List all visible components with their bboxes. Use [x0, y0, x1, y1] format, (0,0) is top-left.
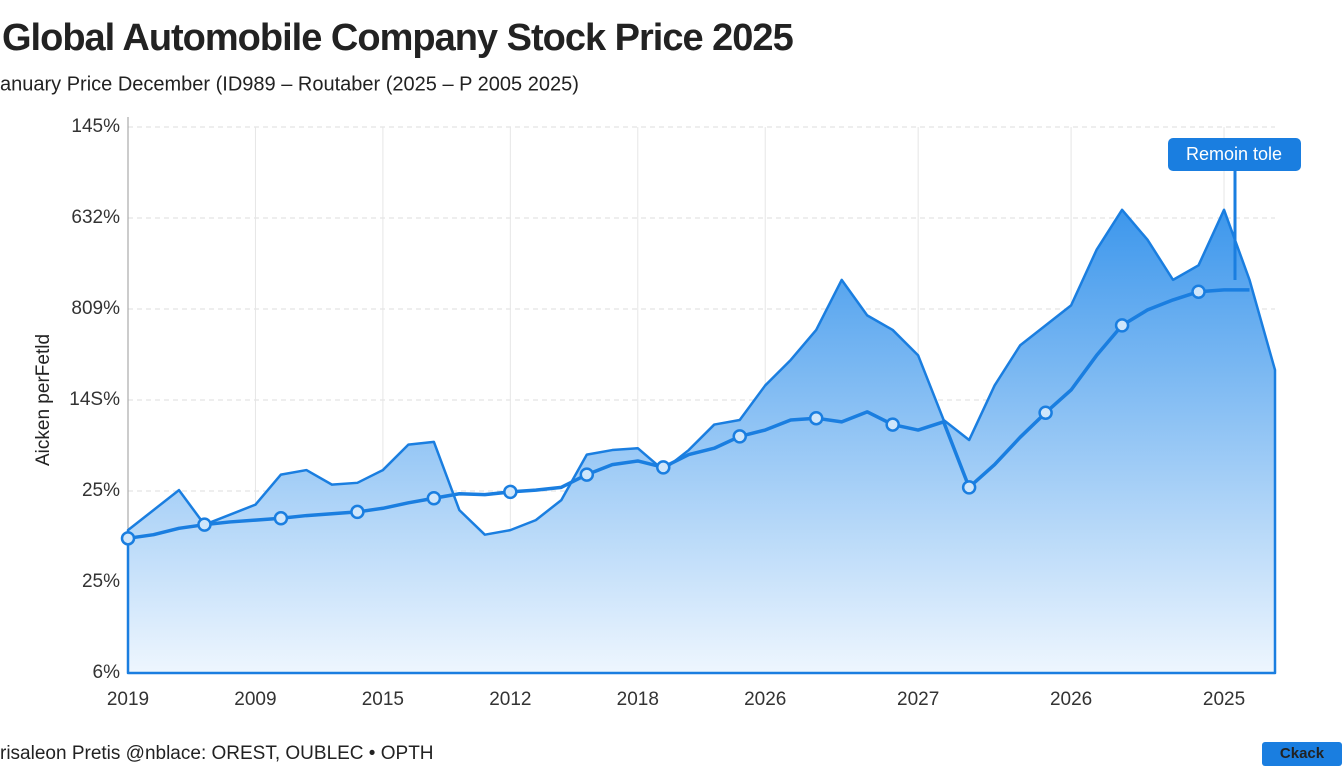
marker — [961, 480, 977, 495]
y-tick-label: 632% — [71, 207, 120, 228]
y-tick-label: 25% — [82, 571, 120, 592]
marker — [350, 504, 365, 520]
x-tick-label: 2015 — [362, 689, 404, 710]
annotation: Remoin tole — [1186, 144, 1282, 164]
marker — [732, 429, 747, 444]
marker — [503, 484, 518, 500]
x-tick-label: 2025 — [1203, 689, 1245, 710]
marker — [426, 491, 442, 506]
x-tick-label: 2018 — [617, 689, 659, 710]
marker — [273, 511, 289, 526]
marker — [1114, 318, 1130, 333]
y-axis-label: Aicken perFetld — [33, 334, 54, 466]
x-tick-label: 2026 — [1050, 689, 1092, 710]
chart-title: Global Automobile Company Stock Price 20… — [2, 17, 794, 59]
area — [126, 208, 1277, 675]
button[interactable] — [1262, 742, 1342, 766]
y-tick-label: 6% — [93, 662, 121, 683]
marker — [885, 417, 900, 432]
x-tick-label: 2009 — [234, 689, 276, 710]
y-tick-label: 25% — [82, 480, 120, 501]
footer: risaleon Pretis @nblace: OREST, OUBLEC •… — [0, 743, 434, 764]
x-tick-label: 2019 — [107, 689, 149, 710]
marker — [1191, 284, 1206, 299]
annotation-box — [1168, 138, 1301, 171]
x-tick-label: 2026 — [744, 689, 786, 710]
marker — [1038, 405, 1053, 420]
marker — [579, 467, 595, 482]
marker — [120, 531, 136, 546]
y-tick-label: 145% — [71, 116, 120, 137]
marker — [197, 517, 212, 532]
y-tick-label: 14S% — [69, 389, 120, 410]
button-label[interactable]: Ckack — [1280, 745, 1325, 762]
x-tick-label: 2012 — [489, 689, 531, 710]
marker — [808, 410, 824, 426]
subtitle: anuary Price December (ID989 – Routaber … — [0, 73, 579, 95]
marker — [656, 460, 671, 475]
trend-line — [127, 288, 1250, 541]
y-tick-label: 809% — [71, 298, 120, 319]
x-tick-label: 2027 — [897, 689, 939, 710]
